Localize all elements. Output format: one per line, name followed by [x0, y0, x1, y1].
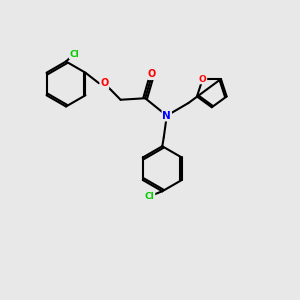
- Text: Cl: Cl: [145, 192, 154, 201]
- Text: N: N: [162, 111, 171, 121]
- Text: O: O: [199, 74, 206, 83]
- Text: Cl: Cl: [70, 50, 79, 58]
- Text: O: O: [100, 78, 109, 88]
- Text: O: O: [148, 69, 156, 79]
